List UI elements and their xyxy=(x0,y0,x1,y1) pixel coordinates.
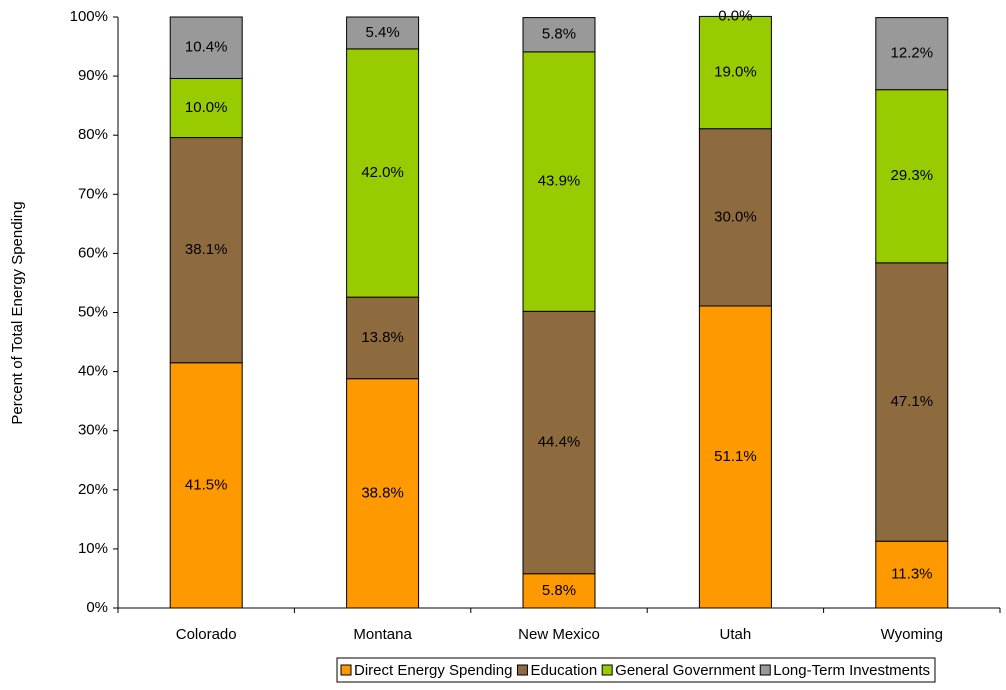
bar-segment xyxy=(875,540,949,609)
value-label: 11.3% xyxy=(891,566,932,583)
bar-segment xyxy=(522,310,596,575)
value-label: 47.1% xyxy=(891,393,934,410)
legend-label: Long-Term Investments xyxy=(773,662,930,679)
legend-label: General Government xyxy=(615,662,756,679)
y-tick-label: 0% xyxy=(86,599,108,616)
value-label: 5.8% xyxy=(542,582,576,599)
bar-segment xyxy=(346,296,420,380)
y-tick-label: 10% xyxy=(78,540,108,557)
legend-label: Education xyxy=(530,662,597,679)
legend-box xyxy=(336,657,936,683)
value-label: 10.4% xyxy=(185,39,228,56)
value-label: 44.4% xyxy=(538,433,581,450)
value-label: 19.0% xyxy=(714,64,757,81)
y-tick-label: 90% xyxy=(78,67,108,84)
value-label: 12.2% xyxy=(891,45,934,62)
legend-label: Direct Energy Spending xyxy=(354,662,512,679)
x-tick-label: New Mexico xyxy=(518,626,600,643)
bar-segment xyxy=(169,137,243,364)
bar-segment xyxy=(346,378,420,609)
value-label: 0.0% xyxy=(718,7,752,24)
value-label: 29.3% xyxy=(891,167,934,184)
bar-segment xyxy=(875,262,949,542)
legend-swatch xyxy=(759,664,771,676)
value-label: 10.0% xyxy=(185,99,228,116)
value-label: 38.8% xyxy=(361,484,404,501)
y-axis-label: Percent of Total Energy Spending xyxy=(9,201,26,424)
legend-swatch xyxy=(516,664,528,676)
bar-segment xyxy=(346,16,420,50)
bar-segment xyxy=(698,15,772,130)
bar-segment xyxy=(698,128,772,307)
value-label: 41.5% xyxy=(185,476,228,493)
value-label: 42.0% xyxy=(361,164,404,181)
y-tick-label: 60% xyxy=(78,244,108,261)
x-tick-label: Utah xyxy=(720,626,752,643)
y-tick-label: 40% xyxy=(78,363,108,380)
value-label: 51.1% xyxy=(714,448,757,465)
value-label: 38.1% xyxy=(185,241,228,258)
y-tick-label: 100% xyxy=(70,8,108,25)
bar-segment xyxy=(169,77,243,139)
x-tick-label: Wyoming xyxy=(881,626,943,643)
y-tick-label: 20% xyxy=(78,481,108,498)
value-label: 43.9% xyxy=(538,173,581,190)
value-label: 5.8% xyxy=(542,26,576,43)
value-label: 5.4% xyxy=(365,24,399,41)
x-tick-label: Colorado xyxy=(176,626,237,643)
bar-segment xyxy=(522,51,596,312)
y-tick-label: 30% xyxy=(78,422,108,439)
y-tick-label: 80% xyxy=(78,126,108,143)
bar-segment xyxy=(169,16,243,79)
legend-swatch xyxy=(340,664,352,676)
bar-segment xyxy=(522,17,596,53)
x-tick-label: Montana xyxy=(353,626,412,643)
y-tick-label: 50% xyxy=(78,303,108,320)
y-tick-label: 70% xyxy=(78,185,108,202)
value-label: 13.8% xyxy=(361,329,404,346)
bar-segment xyxy=(875,17,949,91)
value-label: 30.0% xyxy=(714,208,757,225)
bar-segment xyxy=(346,48,420,298)
legend-swatch xyxy=(601,664,613,676)
bar-segment xyxy=(875,89,949,264)
bar-segment xyxy=(698,305,772,609)
